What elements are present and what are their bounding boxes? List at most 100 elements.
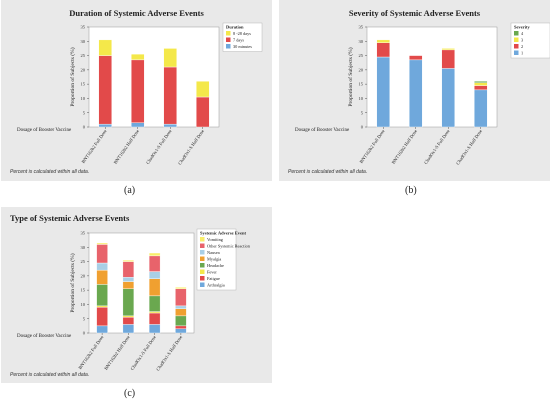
- x-tick-label: ChadOx1-S Full Dose: [129, 335, 157, 371]
- y-axis-label: Proportion of Subjects (%): [69, 47, 76, 106]
- x-tick-label: ChadOx1-S Half Dose: [177, 129, 205, 166]
- y-axis-label: Proportion of Subjects (%): [347, 47, 354, 106]
- legend-swatch: [200, 269, 205, 274]
- bar-segment: [148, 271, 161, 279]
- bar-segment: [376, 56, 390, 128]
- y-axis-label: Proportion of Subjects (%): [69, 253, 76, 312]
- bar-segment: [175, 288, 187, 307]
- x-tick-label: ChadOx1-S Full Dose: [145, 129, 173, 165]
- legend-swatch: [226, 37, 231, 42]
- legend-swatch: [226, 31, 231, 36]
- bar-segment: [474, 82, 488, 86]
- caption-a: (a): [124, 185, 136, 196]
- caption-c: (c): [124, 388, 136, 399]
- y-tick-label: 10: [359, 96, 364, 101]
- y-tick-label: 10: [81, 96, 86, 101]
- x-axis-label: Dosage of Booster Vaccine: [17, 128, 72, 133]
- bar-segment: [122, 317, 135, 325]
- caption-b: (b): [405, 185, 417, 196]
- bar-segment: [196, 96, 210, 128]
- legend-swatch: [514, 50, 519, 55]
- bar-segment: [474, 81, 488, 83]
- legend-label: 8 -28 days: [233, 31, 251, 36]
- y-tick-label: 0: [83, 125, 86, 130]
- y-tick-label: 35: [359, 25, 364, 30]
- legend-label: 7 days: [233, 38, 244, 43]
- bar-segment: [96, 284, 108, 307]
- legend-label: Headache: [207, 263, 224, 268]
- bar-segment: [163, 66, 177, 125]
- legend-label: 2: [521, 44, 523, 49]
- y-tick-label: 20: [81, 67, 86, 72]
- legend-swatch: [514, 31, 519, 36]
- x-tick-label: BNT162b2 Half Dose: [391, 129, 418, 165]
- bar-segment: [409, 59, 423, 128]
- chart-note: Percent is calculated within all data.: [288, 169, 368, 175]
- bar-segment: [196, 81, 210, 98]
- bar-segment: [148, 255, 161, 272]
- y-tick-label: 30: [81, 245, 86, 250]
- bar-segment: [175, 305, 187, 309]
- y-tick-label: 5: [83, 316, 86, 321]
- legend-label: 1: [521, 51, 523, 56]
- bar-segment: [98, 123, 112, 128]
- legend-swatch: [200, 250, 205, 255]
- bar-segment: [148, 295, 161, 312]
- bar-segment: [148, 324, 161, 334]
- bar-segment: [148, 278, 161, 297]
- x-tick-label: BNT162b2 Full Dose: [78, 335, 105, 370]
- bar-segment: [376, 42, 390, 58]
- legend-swatch: [200, 276, 205, 281]
- legend-label: 3: [521, 38, 523, 43]
- bar-segment: [96, 242, 108, 245]
- x-tick-label: ChadOx1-S Half Dose: [155, 335, 183, 372]
- chart-panel-c: Type of Systemic Adverse Events 0 5 10 15 20…: [1, 207, 272, 383]
- bar-segment: [441, 49, 455, 69]
- chart-title: Duration of Systemic Adverse Events: [69, 8, 204, 18]
- bar-segment: [163, 48, 177, 68]
- legend-label: Other Systemic Reaction: [207, 244, 251, 249]
- legend-swatch: [200, 282, 205, 287]
- bar-segment: [96, 269, 108, 285]
- legend-label: Fatigue: [207, 276, 220, 281]
- bar-segment: [175, 287, 187, 289]
- bar-segment: [96, 262, 108, 271]
- bar-segment: [96, 307, 108, 327]
- y-tick-label: 25: [81, 259, 86, 264]
- x-tick-label: BNT162b2 Full Dose: [359, 129, 386, 164]
- x-axis-label: Dosage of Booster Vaccine: [295, 128, 350, 133]
- bar-segment: [474, 85, 488, 91]
- legend-title: Severity: [514, 25, 530, 30]
- bar-segment: [122, 315, 135, 318]
- chart-note: Percent is calculated within all data.: [10, 372, 90, 378]
- bar-segment: [175, 308, 187, 317]
- chart-panel-b: Severity of Systemic Adverse Events 0 5 10…: [279, 0, 550, 181]
- legend-swatch: [200, 243, 205, 248]
- y-tick-label: 5: [83, 110, 86, 115]
- bar-segment: [148, 311, 161, 314]
- chart-note: Percent is calculated within all data.: [10, 169, 90, 175]
- bar-segment: [474, 89, 488, 128]
- bar-segment: [175, 315, 187, 327]
- chart-title: Severity of Systemic Adverse Events: [348, 8, 481, 18]
- legend-swatch: [514, 44, 519, 49]
- y-tick-label: 20: [359, 67, 364, 72]
- y-tick-label: 0: [361, 125, 364, 130]
- bar-segment: [122, 259, 135, 262]
- bar-segment: [98, 39, 112, 56]
- y-tick-label: 15: [81, 82, 86, 87]
- x-tick-label: ChadOx1-S Full Dose: [423, 129, 451, 165]
- x-tick-label: BNT162b2 Full Dose: [81, 129, 108, 164]
- bar-segment: [131, 59, 145, 123]
- legend-label: 30 minutes: [233, 44, 252, 49]
- bar-segment: [96, 325, 108, 334]
- bar-segment: [409, 55, 423, 61]
- legend-label: 4: [521, 31, 524, 36]
- y-tick-label: 25: [359, 53, 364, 58]
- y-tick-label: 10: [81, 302, 86, 307]
- y-tick-label: 35: [81, 25, 86, 30]
- bar-segment: [122, 288, 135, 317]
- chart-svg: 0 5 10 15 20 25 30 35 Proportion of Subjects (%)…: [17, 22, 263, 166]
- legend-label: Arthralgia: [207, 283, 225, 288]
- legend-label: Myalgia: [207, 257, 221, 262]
